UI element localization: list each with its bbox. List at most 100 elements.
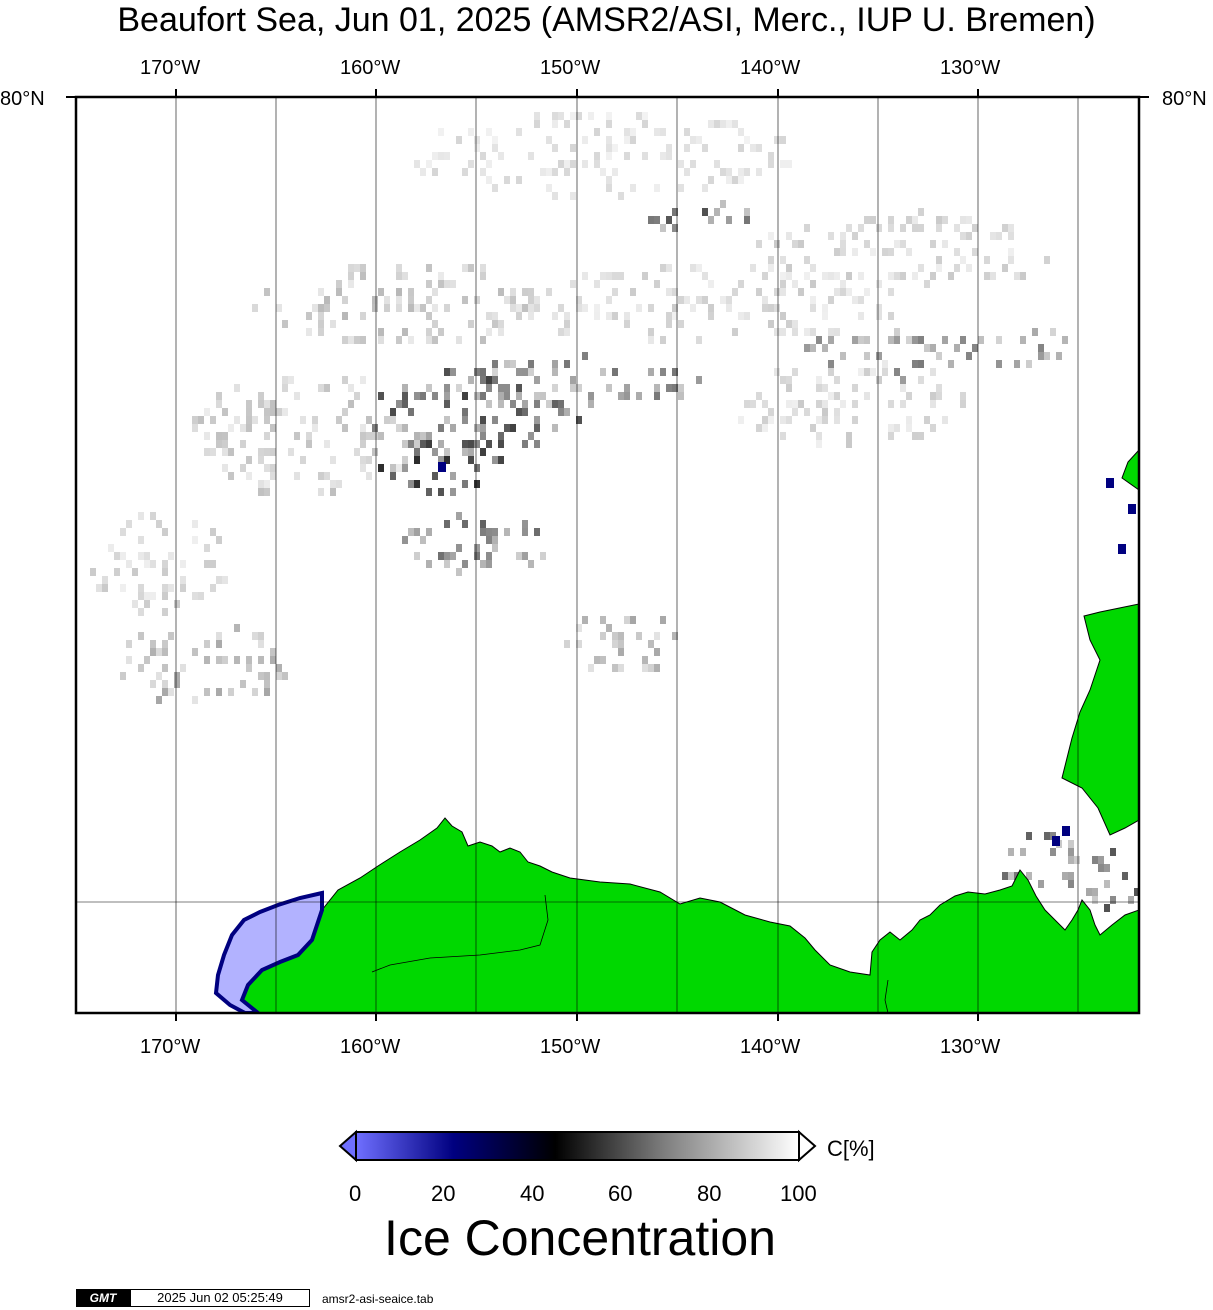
ice-pixel [270,408,276,416]
ice-pixel [762,304,768,312]
ice-pixel [720,296,726,304]
ice-pixel [552,368,558,376]
ice-pixel [504,360,510,368]
bottom-lon-label-130w: 130°W [940,1036,1001,1058]
ice-pixel [882,368,888,376]
ice-pixel [564,408,570,416]
ice-pixel [660,368,666,376]
ice-pixel [258,392,264,400]
ice-pixel [588,392,594,400]
ice-pixel [372,424,378,432]
ice-pixel [342,376,348,384]
ice-pixel [504,392,510,400]
ice-pixel [492,536,498,544]
ice-pixel [828,360,834,368]
ice-pixel [204,688,210,696]
ice-pixel [1026,872,1032,880]
ice-pixel [258,480,264,488]
ice-pixel [696,336,702,344]
ice-pixel [552,400,558,408]
ice-pixel [348,384,354,392]
ice-pixel [396,264,402,272]
ice-pixel [618,640,624,648]
ice-pixel [360,264,366,272]
ice-pixel [120,584,126,592]
ice-pixel [168,584,174,592]
ice-pixel [378,432,384,440]
ice-pixel [246,472,252,480]
ice-pixel [468,448,474,456]
ice-pixel [774,136,780,144]
ice-pixel [528,360,534,368]
ice-pixel [786,376,792,384]
ice-pixel [654,648,660,656]
ice-pixel [216,392,222,400]
filename-label: amsr2-asi-seaice.tab [322,1292,434,1306]
ice-pixel [480,448,486,456]
ice-pixel [156,672,162,680]
ice-pixel [552,384,558,392]
ice-pixel [696,296,702,304]
ice-pixel [264,288,270,296]
map-frame [74,95,1141,1015]
ice-pixel [438,280,444,288]
ice-pixel [1134,888,1139,896]
ice-pixel [618,272,624,280]
ice-pixel [618,192,624,200]
ice-pixel [708,176,714,184]
ice-pixel [672,632,678,640]
ice-pixel [534,416,540,424]
ice-pixel [552,360,558,368]
ice-pixel [780,416,786,424]
ice-pixel [306,312,312,320]
ice-pixel [444,304,450,312]
ice-pixel [762,272,768,280]
ice-pixel [558,400,564,408]
ice-pixel [834,376,840,384]
ice-pixel [474,136,480,144]
ice-pixel [906,336,912,344]
ice-pixel [252,416,258,424]
ice-pixel [402,536,408,544]
ice-pixel [936,264,942,272]
ice-pixel [138,632,144,640]
ice-pixel [642,112,648,120]
ice-pixel [654,632,660,640]
ice-pixel [852,296,858,304]
ice-pixel [888,336,894,344]
ice-pixel [720,200,726,208]
ice-pixel [198,592,204,600]
ice-pixel [480,432,486,440]
ice-pixel [336,280,342,288]
ice-pixel [354,336,360,344]
ice-pixel [618,392,624,400]
ice-pixel [852,248,858,256]
ice-pixel [576,416,582,424]
ice-pixel [450,424,456,432]
ice-pixel [636,392,642,400]
ice-pixel [468,320,474,328]
ice-pixel [1074,856,1080,864]
ice-pixel [534,304,540,312]
bottom-lon-label-170w: 170°W [140,1036,201,1058]
ice-pixel [342,336,348,344]
ice-pixel [594,152,600,160]
ice-pixel [816,384,822,392]
ice-pixel [762,296,768,304]
ice-pixel [840,280,846,288]
ice-pixel [528,296,534,304]
ice-pixel [192,416,198,424]
gmt-logo: GMT [76,1289,130,1307]
ice-pixel [408,440,414,448]
ice-pixel [456,384,462,392]
ice-pixel [264,432,270,440]
ice-pixel [1106,478,1114,488]
ice-pixel [246,424,252,432]
ice-pixel [312,424,318,432]
ice-pixel [102,584,108,592]
ice-pixel [834,248,840,256]
ice-pixel [312,304,318,312]
ice-pixel [354,392,360,400]
ice-pixel [492,320,498,328]
ice-pixel [840,288,846,296]
